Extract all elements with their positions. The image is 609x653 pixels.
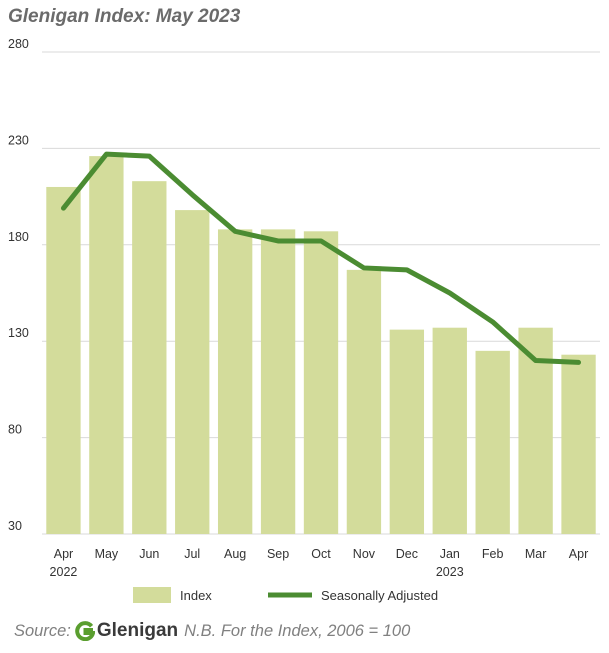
x-axis-ticks: Apr 2022 May Jun Jul Aug Sep Oct Nov Dec Jan 2023 Fe… xyxy=(50,547,589,579)
bar-jun-2 xyxy=(132,181,167,534)
y-axis-ticks: 30 80 130 180 230 280 xyxy=(8,37,29,533)
y-tick-label: 230 xyxy=(8,133,29,147)
glenigan-logo: Glenigan xyxy=(75,620,178,642)
bar-feb-10 xyxy=(475,350,510,534)
bar-aug-4 xyxy=(217,229,253,534)
x-tick-label: Oct xyxy=(311,547,331,561)
bar-dec-8 xyxy=(389,329,425,534)
glenigan-logo-mark xyxy=(75,621,95,641)
x-tick-label: Sep xyxy=(267,547,289,561)
x-tick-label: Apr xyxy=(54,547,73,561)
y-tick-label: 80 xyxy=(8,423,22,437)
legend-swatch-index xyxy=(133,587,171,603)
x-tick-label: Jun xyxy=(139,547,159,561)
legend: Index Seasonally Adjusted xyxy=(133,587,438,603)
y-tick-label: 30 xyxy=(8,519,22,533)
chart-title: Glenigan Index: May 2023 xyxy=(8,6,241,27)
bar-jan-9 xyxy=(432,327,467,534)
x-tick-label: Aug xyxy=(224,547,246,561)
source-footer: Source: Glenigan N.B. For the Index, 200… xyxy=(14,620,410,642)
bar-apr-0 xyxy=(46,186,81,534)
bar-jul-3 xyxy=(175,210,210,534)
glenigan-logo-text: Glenigan xyxy=(96,620,179,641)
bar-may-1 xyxy=(89,156,124,534)
y-tick-label: 280 xyxy=(8,37,29,51)
bar-series xyxy=(46,156,596,534)
footnote: N.B. For the Index, 2006 = 100 xyxy=(184,621,411,640)
legend-label-seasonally-adjusted: Seasonally Adjusted xyxy=(321,588,438,603)
bar-nov-7 xyxy=(346,269,382,534)
line-series xyxy=(60,151,582,365)
chart: 30 80 130 180 230 280 Apr 2022 May Jun Jul Aug Sep O… xyxy=(8,37,600,603)
x-tick-label: Dec xyxy=(396,547,418,561)
y-tick-label: 180 xyxy=(8,230,29,244)
x-tick-label: Feb xyxy=(482,547,504,561)
x-year-label: 2023 xyxy=(436,565,464,579)
x-year-label: 2022 xyxy=(50,565,78,579)
x-tick-label: Jul xyxy=(184,547,200,561)
x-tick-label: Nov xyxy=(353,547,376,561)
source-label: Source: xyxy=(14,621,71,640)
x-tick-label: May xyxy=(95,547,119,561)
bar-oct-6 xyxy=(303,231,339,534)
seasonally-adjusted-line xyxy=(60,151,582,365)
legend-label-index: Index xyxy=(180,588,212,603)
x-tick-label: Apr xyxy=(569,547,588,561)
x-tick-label: Jan xyxy=(440,547,460,561)
y-tick-label: 130 xyxy=(8,326,29,340)
x-tick-label: Mar xyxy=(525,547,547,561)
bar-sep-5 xyxy=(260,229,296,534)
bar-apr-12 xyxy=(561,354,596,534)
